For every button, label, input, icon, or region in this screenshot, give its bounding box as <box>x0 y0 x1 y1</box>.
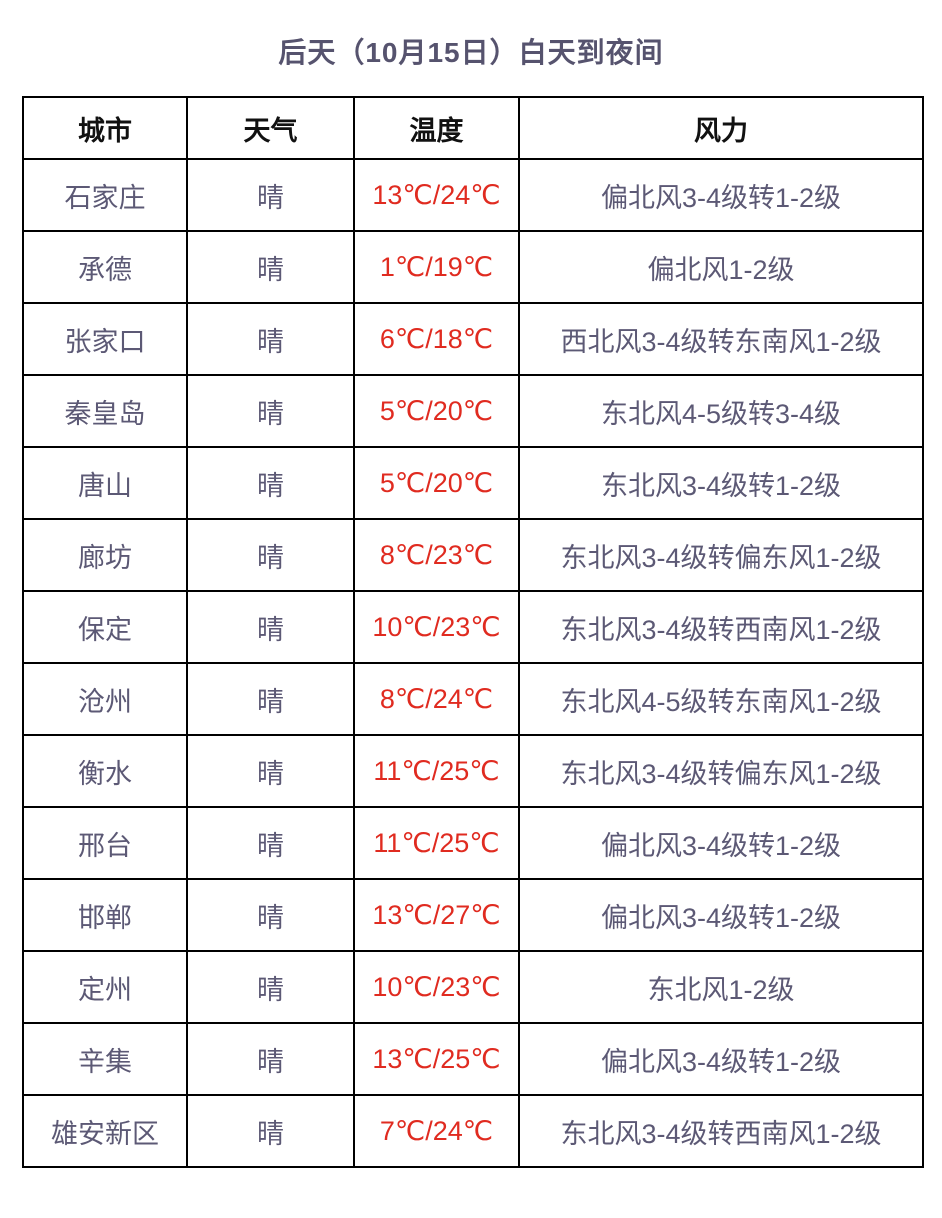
temperature-cell: 8℃/23℃ <box>353 518 520 592</box>
table-row: 沧州 晴 8℃/24℃ 东北风4-5级转东南风1-2级 <box>22 662 924 736</box>
table-row: 张家口 晴 6℃/18℃ 西北风3-4级转东南风1-2级 <box>22 302 924 376</box>
temperature-cell: 13℃/25℃ <box>353 1022 520 1096</box>
header-wind: 风力 <box>518 96 924 160</box>
city-cell: 邢台 <box>22 806 188 880</box>
temperature-cell: 10℃/23℃ <box>353 590 520 664</box>
table-row: 雄安新区 晴 7℃/24℃ 东北风3-4级转西南风1-2级 <box>22 1094 924 1168</box>
wind-cell: 东北风3-4级转偏东风1-2级 <box>518 734 924 808</box>
header-temperature: 温度 <box>353 96 520 160</box>
city-cell: 雄安新区 <box>22 1094 188 1168</box>
weather-cell: 晴 <box>186 878 355 952</box>
weather-cell: 晴 <box>186 950 355 1024</box>
weather-cell: 晴 <box>186 1022 355 1096</box>
city-cell: 张家口 <box>22 302 188 376</box>
header-row: 城市 天气 温度 风力 <box>22 96 924 160</box>
city-cell: 承德 <box>22 230 188 304</box>
weather-cell: 晴 <box>186 158 355 232</box>
weather-cell: 晴 <box>186 446 355 520</box>
weather-cell: 晴 <box>186 302 355 376</box>
temperature-cell: 1℃/19℃ <box>353 230 520 304</box>
weather-cell: 晴 <box>186 734 355 808</box>
table-row: 衡水 晴 11℃/25℃ 东北风3-4级转偏东风1-2级 <box>22 734 924 808</box>
wind-cell: 东北风4-5级转东南风1-2级 <box>518 662 924 736</box>
wind-cell: 偏北风3-4级转1-2级 <box>518 1022 924 1096</box>
weather-cell: 晴 <box>186 590 355 664</box>
table-row: 保定 晴 10℃/23℃ 东北风3-4级转西南风1-2级 <box>22 590 924 664</box>
wind-cell: 偏北风1-2级 <box>518 230 924 304</box>
wind-cell: 偏北风3-4级转1-2级 <box>518 158 924 232</box>
weather-cell: 晴 <box>186 806 355 880</box>
table-row: 邢台 晴 11℃/25℃ 偏北风3-4级转1-2级 <box>22 806 924 880</box>
table-row: 邯郸 晴 13℃/27℃ 偏北风3-4级转1-2级 <box>22 878 924 952</box>
temperature-cell: 5℃/20℃ <box>353 446 520 520</box>
temperature-cell: 11℃/25℃ <box>353 734 520 808</box>
wind-cell: 西北风3-4级转东南风1-2级 <box>518 302 924 376</box>
city-cell: 石家庄 <box>22 158 188 232</box>
wind-cell: 东北风3-4级转1-2级 <box>518 446 924 520</box>
wind-cell: 东北风3-4级转西南风1-2级 <box>518 590 924 664</box>
wind-cell: 偏北风3-4级转1-2级 <box>518 806 924 880</box>
city-cell: 沧州 <box>22 662 188 736</box>
temperature-cell: 13℃/24℃ <box>353 158 520 232</box>
weather-cell: 晴 <box>186 374 355 448</box>
temperature-cell: 13℃/27℃ <box>353 878 520 952</box>
city-cell: 衡水 <box>22 734 188 808</box>
temperature-cell: 8℃/24℃ <box>353 662 520 736</box>
header-weather: 天气 <box>186 96 355 160</box>
wind-cell: 偏北风3-4级转1-2级 <box>518 878 924 952</box>
city-cell: 唐山 <box>22 446 188 520</box>
table-row: 廊坊 晴 8℃/23℃ 东北风3-4级转偏东风1-2级 <box>22 518 924 592</box>
city-cell: 保定 <box>22 590 188 664</box>
table-row: 承德 晴 1℃/19℃ 偏北风1-2级 <box>22 230 924 304</box>
temperature-cell: 6℃/18℃ <box>353 302 520 376</box>
city-cell: 辛集 <box>22 1022 188 1096</box>
city-cell: 廊坊 <box>22 518 188 592</box>
city-cell: 秦皇岛 <box>22 374 188 448</box>
page-title: 后天（10月15日）白天到夜间 <box>278 37 664 68</box>
temperature-cell: 7℃/24℃ <box>353 1094 520 1168</box>
weather-cell: 晴 <box>186 1094 355 1168</box>
weather-table-body: 石家庄 晴 13℃/24℃ 偏北风3-4级转1-2级 承德 晴 1℃/19℃ 偏… <box>22 158 924 1168</box>
weather-cell: 晴 <box>186 518 355 592</box>
table-row: 唐山 晴 5℃/20℃ 东北风3-4级转1-2级 <box>22 446 924 520</box>
wind-cell: 东北风3-4级转偏东风1-2级 <box>518 518 924 592</box>
weather-cell: 晴 <box>186 230 355 304</box>
wind-cell: 东北风4-5级转3-4级 <box>518 374 924 448</box>
weather-cell: 晴 <box>186 662 355 736</box>
temperature-cell: 11℃/25℃ <box>353 806 520 880</box>
table-row: 定州 晴 10℃/23℃ 东北风1-2级 <box>22 950 924 1024</box>
table-row: 辛集 晴 13℃/25℃ 偏北风3-4级转1-2级 <box>22 1022 924 1096</box>
city-cell: 邯郸 <box>22 878 188 952</box>
table-row: 秦皇岛 晴 5℃/20℃ 东北风4-5级转3-4级 <box>22 374 924 448</box>
temperature-cell: 10℃/23℃ <box>353 950 520 1024</box>
wind-cell: 东北风1-2级 <box>518 950 924 1024</box>
temperature-cell: 5℃/20℃ <box>353 374 520 448</box>
weather-table: 城市 天气 温度 风力 石家庄 晴 13℃/24℃ 偏北风3-4级转1-2级 承… <box>22 96 924 1168</box>
wind-cell: 东北风3-4级转西南风1-2级 <box>518 1094 924 1168</box>
table-row: 石家庄 晴 13℃/24℃ 偏北风3-4级转1-2级 <box>22 158 924 232</box>
city-cell: 定州 <box>22 950 188 1024</box>
header-city: 城市 <box>22 96 188 160</box>
